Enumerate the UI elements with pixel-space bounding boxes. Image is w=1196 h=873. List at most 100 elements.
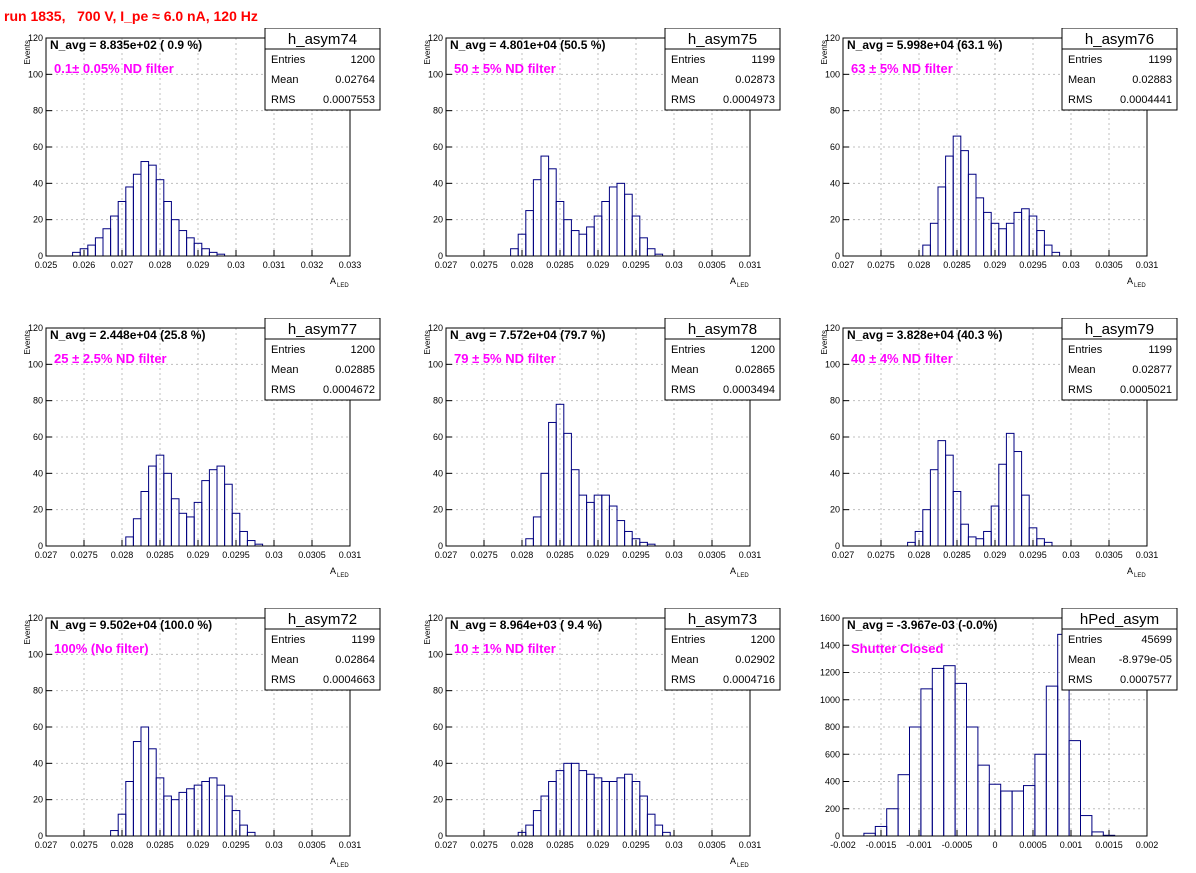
x-tick-label: 0.027 bbox=[832, 260, 855, 270]
stats-value: 0.02885 bbox=[335, 364, 375, 376]
stats-key: Mean bbox=[271, 74, 299, 86]
histogram-bin bbox=[208, 251, 218, 257]
histogram-bin bbox=[616, 777, 626, 837]
histogram-bin bbox=[1013, 211, 1023, 257]
stats-key: Mean bbox=[271, 364, 299, 376]
stats-key: RMS bbox=[671, 384, 695, 396]
histogram-svg: 0.027 0.0275 0.028 0.0285 0.029 0.0295 0.03 0.0… bbox=[820, 27, 1178, 289]
stats-box bbox=[1061, 317, 1178, 401]
stats-key: RMS bbox=[1068, 94, 1092, 106]
histogram-bin bbox=[624, 773, 633, 837]
stats-key: RMS bbox=[1068, 674, 1092, 686]
histogram-bin bbox=[532, 179, 542, 257]
histogram-bin bbox=[563, 219, 572, 257]
histogram-svg: 0.027 0.0275 0.028 0.0285 0.029 0.0295 0.03 0.0… bbox=[820, 317, 1178, 579]
x-axis-label: A bbox=[330, 566, 336, 576]
stats-key: Entries bbox=[1068, 54, 1103, 66]
stats-value: 1199 bbox=[1148, 344, 1172, 356]
histogram-panel-h_asym75: 0.027 0.0275 0.028 0.0285 0.029 0.0295 0.03 0.0… bbox=[400, 27, 796, 289]
x-tick-label: 0.028 bbox=[908, 550, 931, 560]
y-tick-label: 60 bbox=[33, 432, 43, 442]
stats-box bbox=[664, 317, 781, 401]
y-tick-label: 120 bbox=[428, 613, 443, 623]
histogram-bin bbox=[931, 667, 945, 837]
histogram-bin bbox=[132, 173, 142, 257]
histogram-bin bbox=[1036, 230, 1045, 257]
histogram-bin bbox=[960, 150, 969, 257]
histogram-bin bbox=[886, 808, 899, 837]
stats-key: Entries bbox=[1068, 634, 1103, 646]
histogram-bin bbox=[1043, 244, 1053, 257]
x-tick-label: 0.031 bbox=[1136, 550, 1159, 560]
y-tick-label: 100 bbox=[825, 69, 840, 79]
x-tick-label: 0.026 bbox=[73, 260, 96, 270]
histogram-bin bbox=[94, 237, 104, 257]
y-tick-label: 20 bbox=[433, 795, 443, 805]
histogram-bin bbox=[163, 795, 172, 837]
y-tick-label: 20 bbox=[830, 505, 840, 515]
navg-label: N_avg = 4.801e+04 (50.5 %) bbox=[450, 38, 605, 52]
histogram-bin bbox=[208, 469, 218, 547]
x-tick-label: 0.0305 bbox=[298, 840, 326, 850]
histogram-bin bbox=[646, 248, 656, 257]
x-tick-label: 0.031 bbox=[1136, 260, 1159, 270]
y-axis-label: Events bbox=[23, 620, 32, 644]
histogram-bin bbox=[1011, 790, 1025, 837]
y-tick-label: 80 bbox=[433, 106, 443, 116]
y-tick-label: 80 bbox=[33, 686, 43, 696]
filter-annotation: 100% (No filter) bbox=[54, 641, 149, 656]
stats-key: Entries bbox=[671, 344, 706, 356]
histogram-bin bbox=[170, 799, 180, 837]
x-tick-label: 0 bbox=[992, 840, 997, 850]
histogram-bin bbox=[140, 726, 150, 837]
stats-key: Mean bbox=[1068, 364, 1096, 376]
x-tick-label: 0.029 bbox=[984, 550, 1007, 560]
x-tick-label: 0.0295 bbox=[222, 840, 250, 850]
histogram-bin bbox=[1005, 432, 1015, 547]
x-axis-label: A bbox=[730, 856, 736, 866]
filter-annotation: 0.1± 0.05% ND filter bbox=[54, 61, 174, 76]
y-tick-label: 40 bbox=[33, 468, 43, 478]
histogram-bin bbox=[216, 784, 226, 837]
y-tick-label: 80 bbox=[433, 396, 443, 406]
histogram-bin bbox=[578, 494, 588, 547]
y-tick-label: 60 bbox=[830, 142, 840, 152]
histogram-bin bbox=[548, 781, 557, 837]
x-tick-label: 0.03 bbox=[227, 260, 245, 270]
histogram-bin bbox=[907, 541, 916, 547]
histogram-bin bbox=[110, 215, 119, 257]
histogram-bin bbox=[1036, 538, 1045, 547]
filter-annotation: 50 ± 5% ND filter bbox=[454, 61, 556, 76]
y-tick-label: 40 bbox=[433, 758, 443, 768]
histogram-bin bbox=[570, 469, 580, 547]
y-tick-label: 20 bbox=[433, 505, 443, 515]
histogram-bin bbox=[983, 530, 992, 547]
navg-label: N_avg = 3.828e+04 (40.3 %) bbox=[847, 328, 1002, 342]
histogram-svg: 0.027 0.0275 0.028 0.0285 0.029 0.0295 0.03 0.0… bbox=[23, 607, 381, 869]
histogram-bin bbox=[593, 777, 603, 837]
stats-value: 0.0005021 bbox=[1120, 384, 1172, 396]
stats-box bbox=[264, 317, 381, 401]
histogram-bin bbox=[1005, 222, 1015, 257]
x-tick-label: 0.031 bbox=[263, 260, 286, 270]
stats-value: 0.0004663 bbox=[323, 674, 375, 686]
histogram-bin bbox=[945, 454, 954, 547]
x-tick-label: 0.0295 bbox=[622, 840, 650, 850]
y-tick-label: 60 bbox=[33, 142, 43, 152]
y-tick-label: 40 bbox=[830, 468, 840, 478]
x-tick-label: 0.0275 bbox=[70, 840, 98, 850]
histogram-bin bbox=[922, 509, 931, 547]
histogram-panel-h_asym74: 0.025 0.026 0.027 0.028 0.029 0.03 0.031 0.032 0… bbox=[0, 27, 396, 289]
y-tick-label: 100 bbox=[28, 359, 43, 369]
histogram-panel-h_asym78: 0.027 0.0275 0.028 0.0285 0.029 0.0295 0.03 0.0… bbox=[400, 317, 796, 579]
x-tick-label: 0.0275 bbox=[70, 550, 98, 560]
navg-label: N_avg = 5.998e+04 (63.1 %) bbox=[847, 38, 1002, 52]
x-tick-label: 0.03 bbox=[665, 840, 683, 850]
x-tick-label: 0.0295 bbox=[1019, 550, 1047, 560]
stats-key: Mean bbox=[671, 74, 699, 86]
y-tick-label: 800 bbox=[825, 722, 840, 732]
x-tick-label: 0.027 bbox=[435, 550, 458, 560]
histogram-bin bbox=[1051, 251, 1061, 257]
x-axis-label-subscript: LED bbox=[737, 573, 749, 578]
y-tick-label: 80 bbox=[830, 396, 840, 406]
